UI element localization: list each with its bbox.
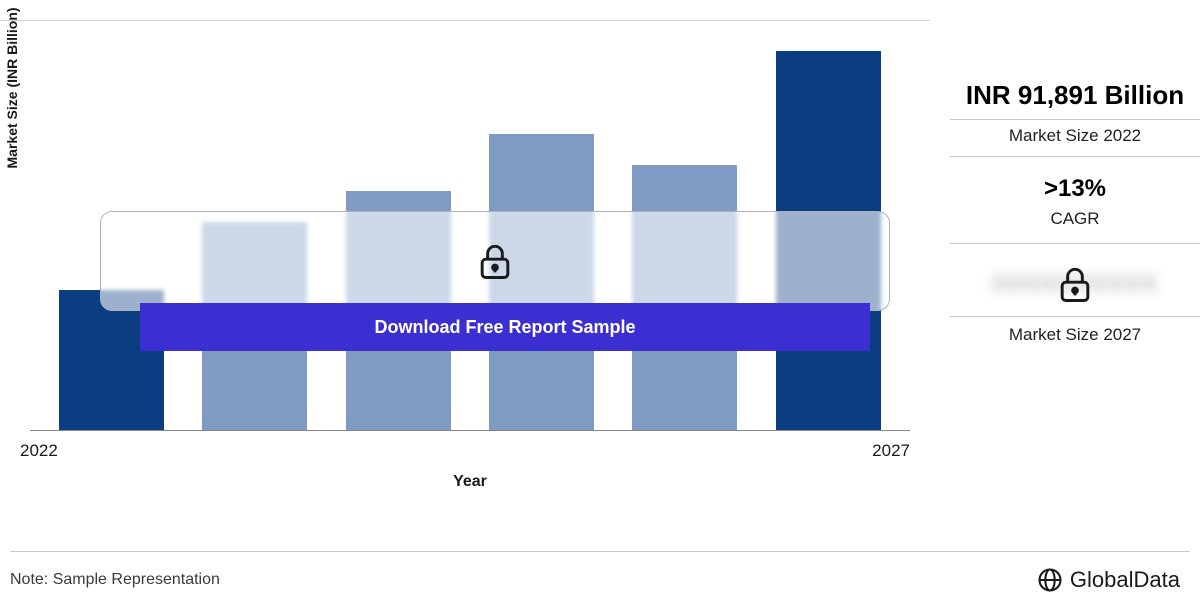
lock-icon (473, 239, 517, 283)
main-container: Market Size (INR Billion) Download Free … (0, 0, 1200, 600)
download-sample-button[interactable]: Download Free Report Sample (140, 303, 870, 351)
chart-lock-overlay (100, 211, 890, 311)
metrics-panel: INR 91,891 Billion Market Size 2022 >13%… (930, 20, 1200, 580)
market-size-2027-label: Market Size 2027 (950, 325, 1200, 355)
footer: Note: Sample Representation GlobalData (0, 566, 1200, 594)
market-size-2022-value: INR 91,891 Billion (950, 80, 1200, 120)
x-label-start: 2022 (20, 441, 58, 461)
bar-chart: Market Size (INR Billion) Download Free … (30, 51, 910, 431)
brand-icon (1036, 566, 1064, 594)
cagr-value: >13% (950, 175, 1200, 209)
brand-name: GlobalData (1070, 567, 1180, 593)
footer-note: Note: Sample Representation (10, 571, 220, 589)
x-axis-labels: 2022 2027 (20, 441, 910, 461)
market-size-2022-label: Market Size 2022 (950, 126, 1200, 157)
x-axis-title: Year (30, 473, 910, 491)
x-label-end: 2027 (872, 441, 910, 461)
footer-divider (10, 551, 1190, 552)
y-axis-label: Market Size (INR Billion) (4, 7, 20, 168)
cta-label: Download Free Report Sample (374, 317, 635, 338)
market-size-2027-locked: XXXXXXXXXX (950, 262, 1200, 317)
brand-logo: GlobalData (1036, 566, 1180, 594)
cagr-label: CAGR (950, 209, 1200, 244)
chart-panel: Market Size (INR Billion) Download Free … (0, 20, 930, 580)
locked-blur-text: XXXXXXXXXX (992, 271, 1159, 297)
